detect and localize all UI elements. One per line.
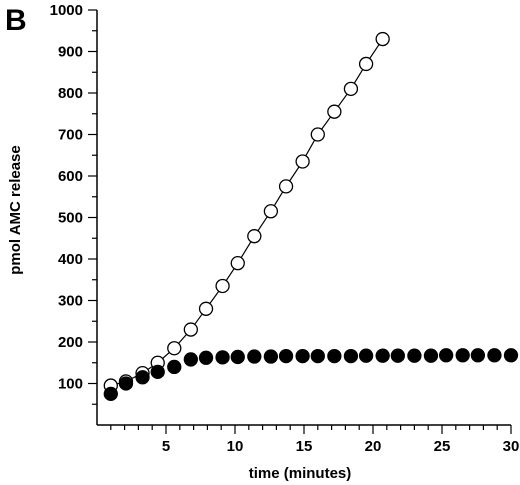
- series-line: [110, 38, 384, 387]
- x-tick-label: 15: [296, 438, 313, 455]
- filled-point: [423, 348, 439, 363]
- filled-point: [390, 348, 405, 363]
- x-ticks: 5 10 15 20 25 30: [110, 425, 520, 455]
- x-tick-label: 30: [503, 438, 520, 455]
- open-point: [375, 31, 390, 47]
- y-ticks: 100 200 300 400 500 600 700 800 900 1000: [50, 2, 97, 405]
- y-tick-label: 1000: [50, 2, 83, 19]
- y-tick-label: 400: [58, 251, 83, 268]
- open-point: [278, 179, 294, 194]
- filled-point: [407, 348, 422, 363]
- open-point: [247, 229, 262, 244]
- open-point: [167, 341, 182, 356]
- open-point: [295, 154, 310, 169]
- x-tick-label: 5: [162, 438, 170, 455]
- y-tick-label: 200: [58, 334, 83, 351]
- y-tick-label: 700: [58, 127, 83, 144]
- filled-point: [167, 359, 182, 375]
- filled-point: [150, 364, 165, 380]
- y-tick-label: 900: [58, 44, 83, 61]
- y-tick-label: 100: [58, 376, 83, 393]
- filled-point: [263, 349, 279, 364]
- filled-point: [375, 348, 390, 363]
- y-tick-label: 500: [58, 210, 83, 227]
- x-tick-label: 20: [365, 438, 382, 455]
- open-point: [358, 56, 374, 72]
- open-point: [310, 127, 325, 142]
- y-axis-label: pmol AMC release: [7, 145, 24, 275]
- filled-point: [343, 348, 359, 364]
- open-point: [230, 255, 245, 271]
- filled-point: [503, 348, 519, 363]
- filled-point: [487, 348, 502, 363]
- open-circle-series: [103, 31, 390, 393]
- filled-point: [135, 370, 150, 385]
- filled-point: [310, 348, 325, 364]
- x-axis-label: time (minutes): [249, 465, 352, 482]
- filled-point: [198, 350, 214, 365]
- filled-point: [470, 348, 486, 363]
- y-tick-label: 300: [58, 293, 83, 310]
- filled-point: [215, 350, 230, 365]
- filled-point: [358, 348, 374, 363]
- filled-point: [118, 376, 134, 391]
- y-tick-label: 600: [58, 168, 83, 185]
- x-tick-label: 10: [227, 438, 244, 455]
- panel-letter: B: [5, 4, 27, 37]
- open-point: [215, 278, 230, 294]
- x-tick-label: 25: [434, 438, 451, 455]
- filled-point: [230, 349, 245, 365]
- filled-point: [247, 349, 262, 364]
- open-point: [327, 104, 342, 119]
- open-point: [343, 81, 359, 96]
- filled-point: [455, 348, 470, 363]
- filled-point: [103, 386, 118, 402]
- open-point: [198, 301, 214, 316]
- filled-point: [438, 348, 454, 363]
- filled-point: [295, 348, 310, 364]
- open-point: [263, 204, 279, 219]
- filled-circle-series: [103, 348, 519, 402]
- y-tick-label: 800: [58, 85, 83, 102]
- filled-point: [278, 348, 294, 364]
- series-group: [103, 31, 519, 402]
- filled-point: [183, 352, 198, 367]
- filled-point: [327, 348, 342, 364]
- open-point: [183, 322, 198, 337]
